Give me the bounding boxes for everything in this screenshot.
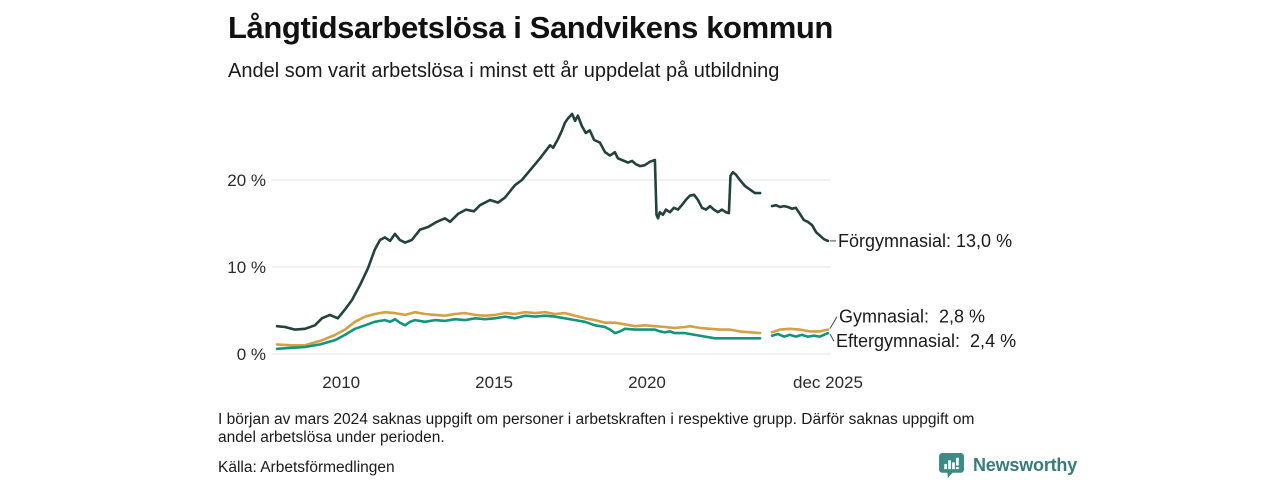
series-line-eftergymnasial-seg1 [770,331,830,338]
footnote: I början av mars 2024 saknas uppgift om … [218,411,1088,446]
series-line-gymnasial-seg0 [275,310,762,347]
footnote-line-1: I början av mars 2024 saknas uppgift om … [218,411,975,428]
x-tick-label-2015: 2015 [475,373,513,392]
series-line-förgymnasial-seg0 [275,112,762,331]
y-tick-label-20: 20 % [227,171,266,190]
newsworthy-bubble-chart-icon [939,453,964,478]
series-line-eftergymnasial-seg0 [275,314,762,351]
y-tick-label-0: 0 % [237,345,266,364]
x-tick-label-2010: 2010 [322,373,360,392]
footnote-line-2: andel arbetslösa under perioden. [218,428,445,446]
page-title: Långtidsarbetslösa i Sandvikens kommun [228,10,833,45]
series-line-gymnasial-seg1 [770,327,830,334]
x-tick-label-dec-2025: dec 2025 [793,373,863,392]
y-tick-label-10: 10 % [227,258,266,277]
series-end-label-eftergymnasial: Eftergymnasial: 2,4 % [836,331,1016,351]
series-line-förgymnasial-seg1 [770,203,830,243]
newsworthy-logo: Newsworthy [938,452,1077,479]
series-end-label-gymnasial: Gymnasial: 2,8 % [839,307,985,327]
leader-line-gymnasial [829,316,838,329]
series-end-label-förgymnasial: Förgymnasial: 13,0 % [838,231,1012,251]
brand-name: Newsworthy [973,455,1078,475]
x-tick-label-2020: 2020 [628,373,666,392]
chart-subtitle: Andel som varit arbetslösa i minst ett å… [228,60,780,82]
leader-line-eftergymnasial [829,333,835,342]
source-label: Källa: Arbetsförmedlingen [218,459,395,476]
